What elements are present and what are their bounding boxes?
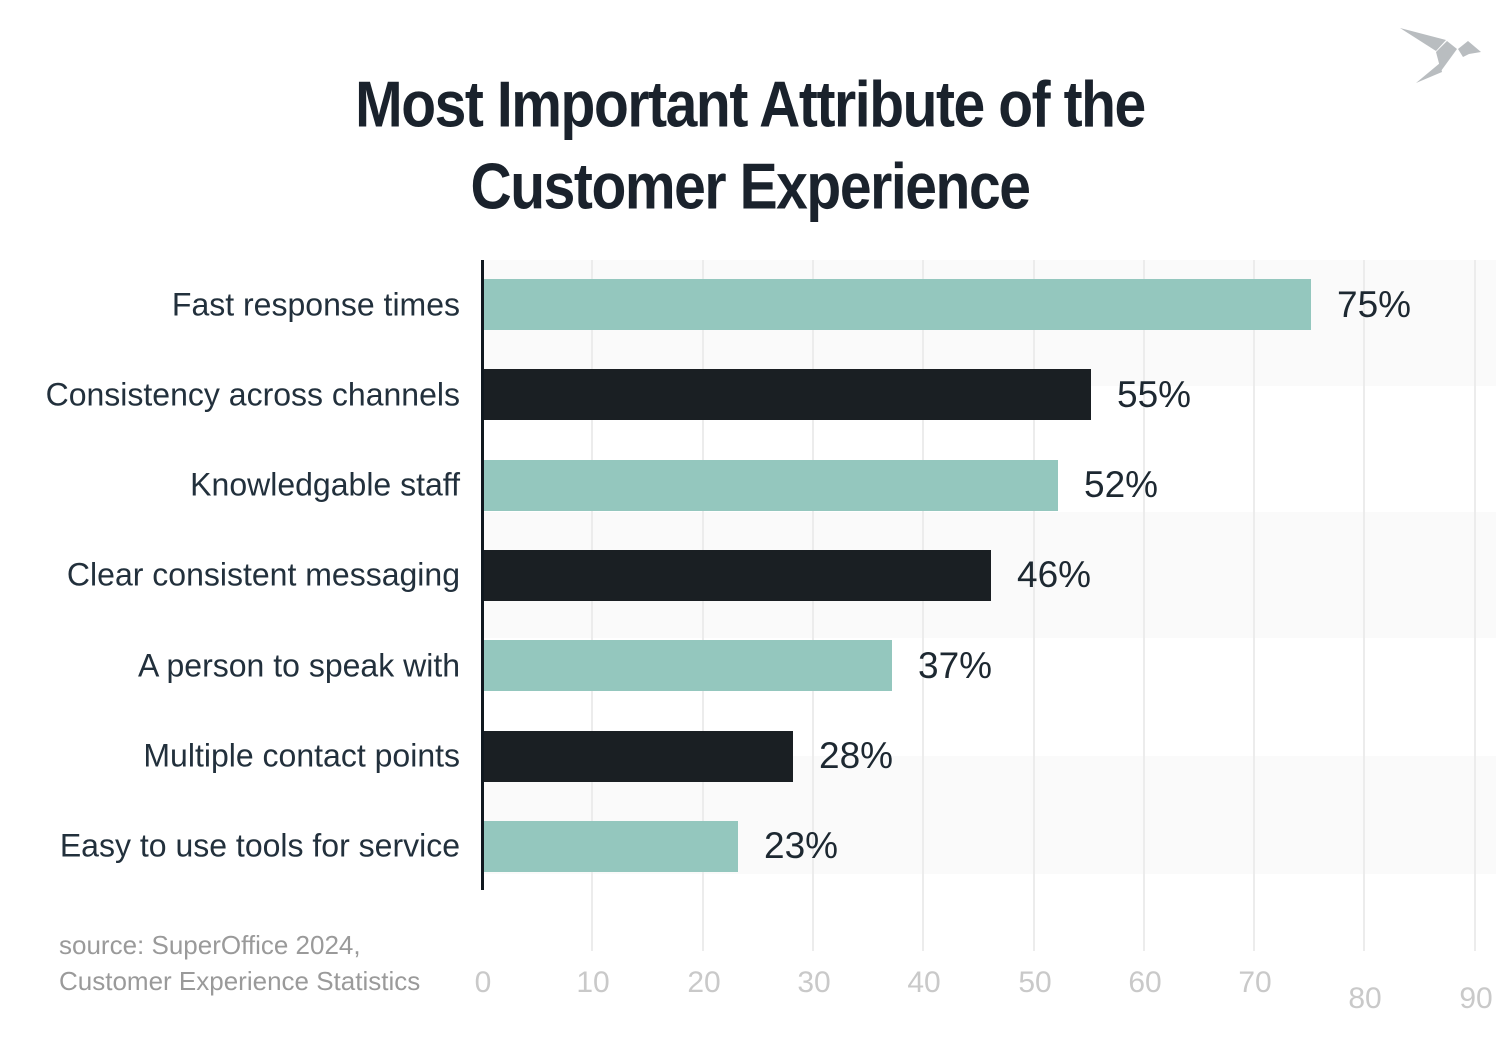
bar: [484, 459, 1058, 511]
source-line-1: source: SuperOffice 2024,: [59, 930, 361, 960]
value-label: 28%: [819, 735, 894, 776]
x-tick-label: 40: [907, 966, 941, 999]
gridline: [702, 260, 704, 951]
x-tick-label: 0: [474, 966, 492, 999]
bar: [484, 279, 1311, 330]
x-tick-label: 10: [576, 966, 610, 999]
value-label: 55%: [1117, 373, 1192, 415]
category-label: Fast response times: [171, 286, 460, 322]
gridline: [1363, 260, 1365, 951]
bar: [484, 369, 1091, 421]
category-label: Consistency across channels: [45, 376, 460, 413]
gridline: [812, 260, 814, 951]
value-label: 75%: [1337, 283, 1412, 325]
chart-title: Most Important Attribute of the Customer…: [355, 68, 1146, 223]
value-label: 23%: [764, 825, 839, 867]
y-axis-line: [481, 260, 484, 890]
x-tick-label: 20: [687, 966, 721, 999]
source-citation: source: SuperOffice 2024, Customer Exper…: [59, 927, 420, 999]
value-label: 46%: [1017, 554, 1092, 596]
gridline: [1033, 260, 1035, 951]
value-label: 52%: [1084, 464, 1159, 506]
gridline: [591, 260, 593, 951]
x-tick-label: 80: [1348, 982, 1382, 1015]
category-label: Knowledgable staff: [190, 466, 460, 503]
x-tick-label: 50: [1018, 966, 1052, 999]
gridline: [1474, 260, 1476, 951]
category-label: Easy to use tools for service: [59, 827, 460, 864]
bar: [484, 640, 892, 692]
gridline: [1253, 260, 1255, 951]
gridline: [922, 260, 924, 951]
bar: [484, 549, 991, 601]
origami-bird-icon: [1400, 28, 1481, 83]
x-tick-label: 70: [1238, 966, 1272, 999]
category-label: A person to speak with: [138, 647, 460, 684]
bar: [484, 820, 738, 872]
source-line-2: Customer Experience Statistics: [59, 966, 421, 996]
category-label: Multiple contact points: [143, 737, 460, 774]
x-tick-label: 90: [1459, 982, 1493, 1015]
value-label: 37%: [918, 644, 993, 686]
category-label: Clear consistent messaging: [66, 556, 460, 593]
gridline: [1143, 260, 1145, 951]
x-tick-label: 30: [797, 966, 831, 999]
x-tick-label: 60: [1128, 966, 1162, 999]
bar: [484, 730, 793, 782]
